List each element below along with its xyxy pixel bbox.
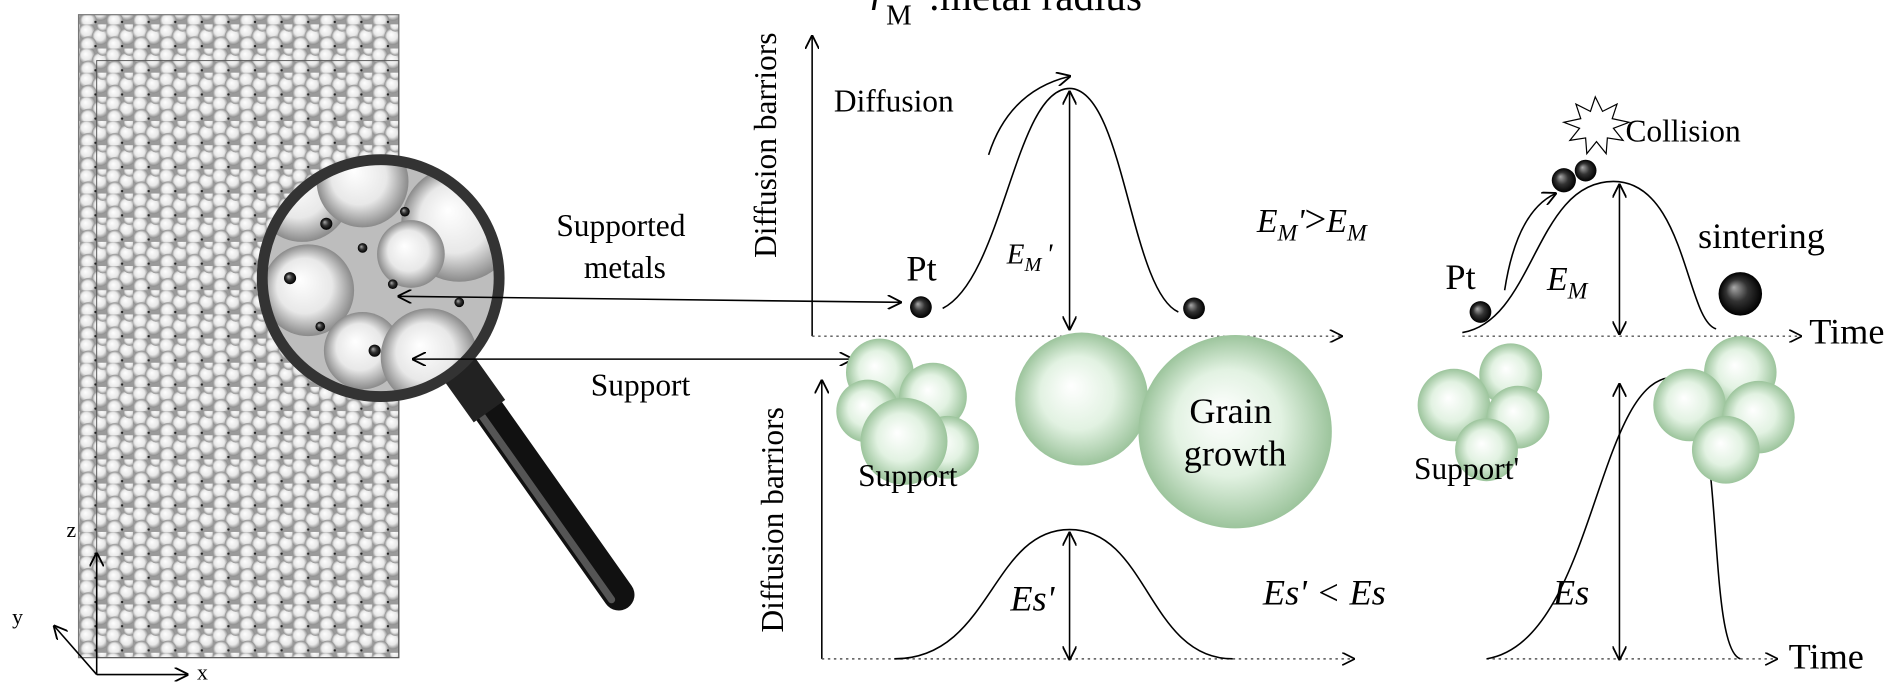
sintering-label: sintering	[1698, 216, 1825, 256]
axis-x: x	[197, 660, 208, 682]
page: rM:metal radius z y x	[0, 0, 1895, 682]
support-spheres	[836, 333, 1794, 529]
pt-label: Pt	[906, 249, 936, 289]
diffusion-label: Diffusion	[834, 83, 954, 118]
comparison-em: EM'>EM	[1256, 199, 1368, 246]
top-y-label: Diffusion barriors	[748, 33, 783, 258]
barrier-es-prime: Es'	[1009, 579, 1055, 619]
axis-z: z	[66, 518, 76, 542]
diagram: rM:metal radius z y x	[0, 0, 1895, 682]
barrier-em: EM	[1546, 261, 1589, 304]
bottom-y-label: Diffusion barriors	[755, 407, 790, 632]
barrier-em-prime: EM'	[1006, 239, 1053, 276]
comparison-es: Es' < Es	[1262, 572, 1386, 612]
support-label-left: Support	[858, 458, 958, 493]
bottom-x-label: Time	[1789, 637, 1864, 677]
supported-metals-label: Supported metals	[556, 208, 693, 285]
barrier-es: Es	[1552, 572, 1589, 612]
collision-label: Collision	[1625, 114, 1740, 149]
collision-star	[1564, 97, 1629, 154]
top-x-label: Time	[1809, 311, 1884, 351]
pt-particles	[910, 160, 1762, 323]
support-label-right: Support'	[1414, 451, 1519, 486]
axis-y: y	[12, 605, 23, 629]
pt-label-right: Pt	[1445, 257, 1475, 297]
title: rM:metal radius	[870, 0, 1142, 31]
support-label: Support	[591, 367, 691, 402]
